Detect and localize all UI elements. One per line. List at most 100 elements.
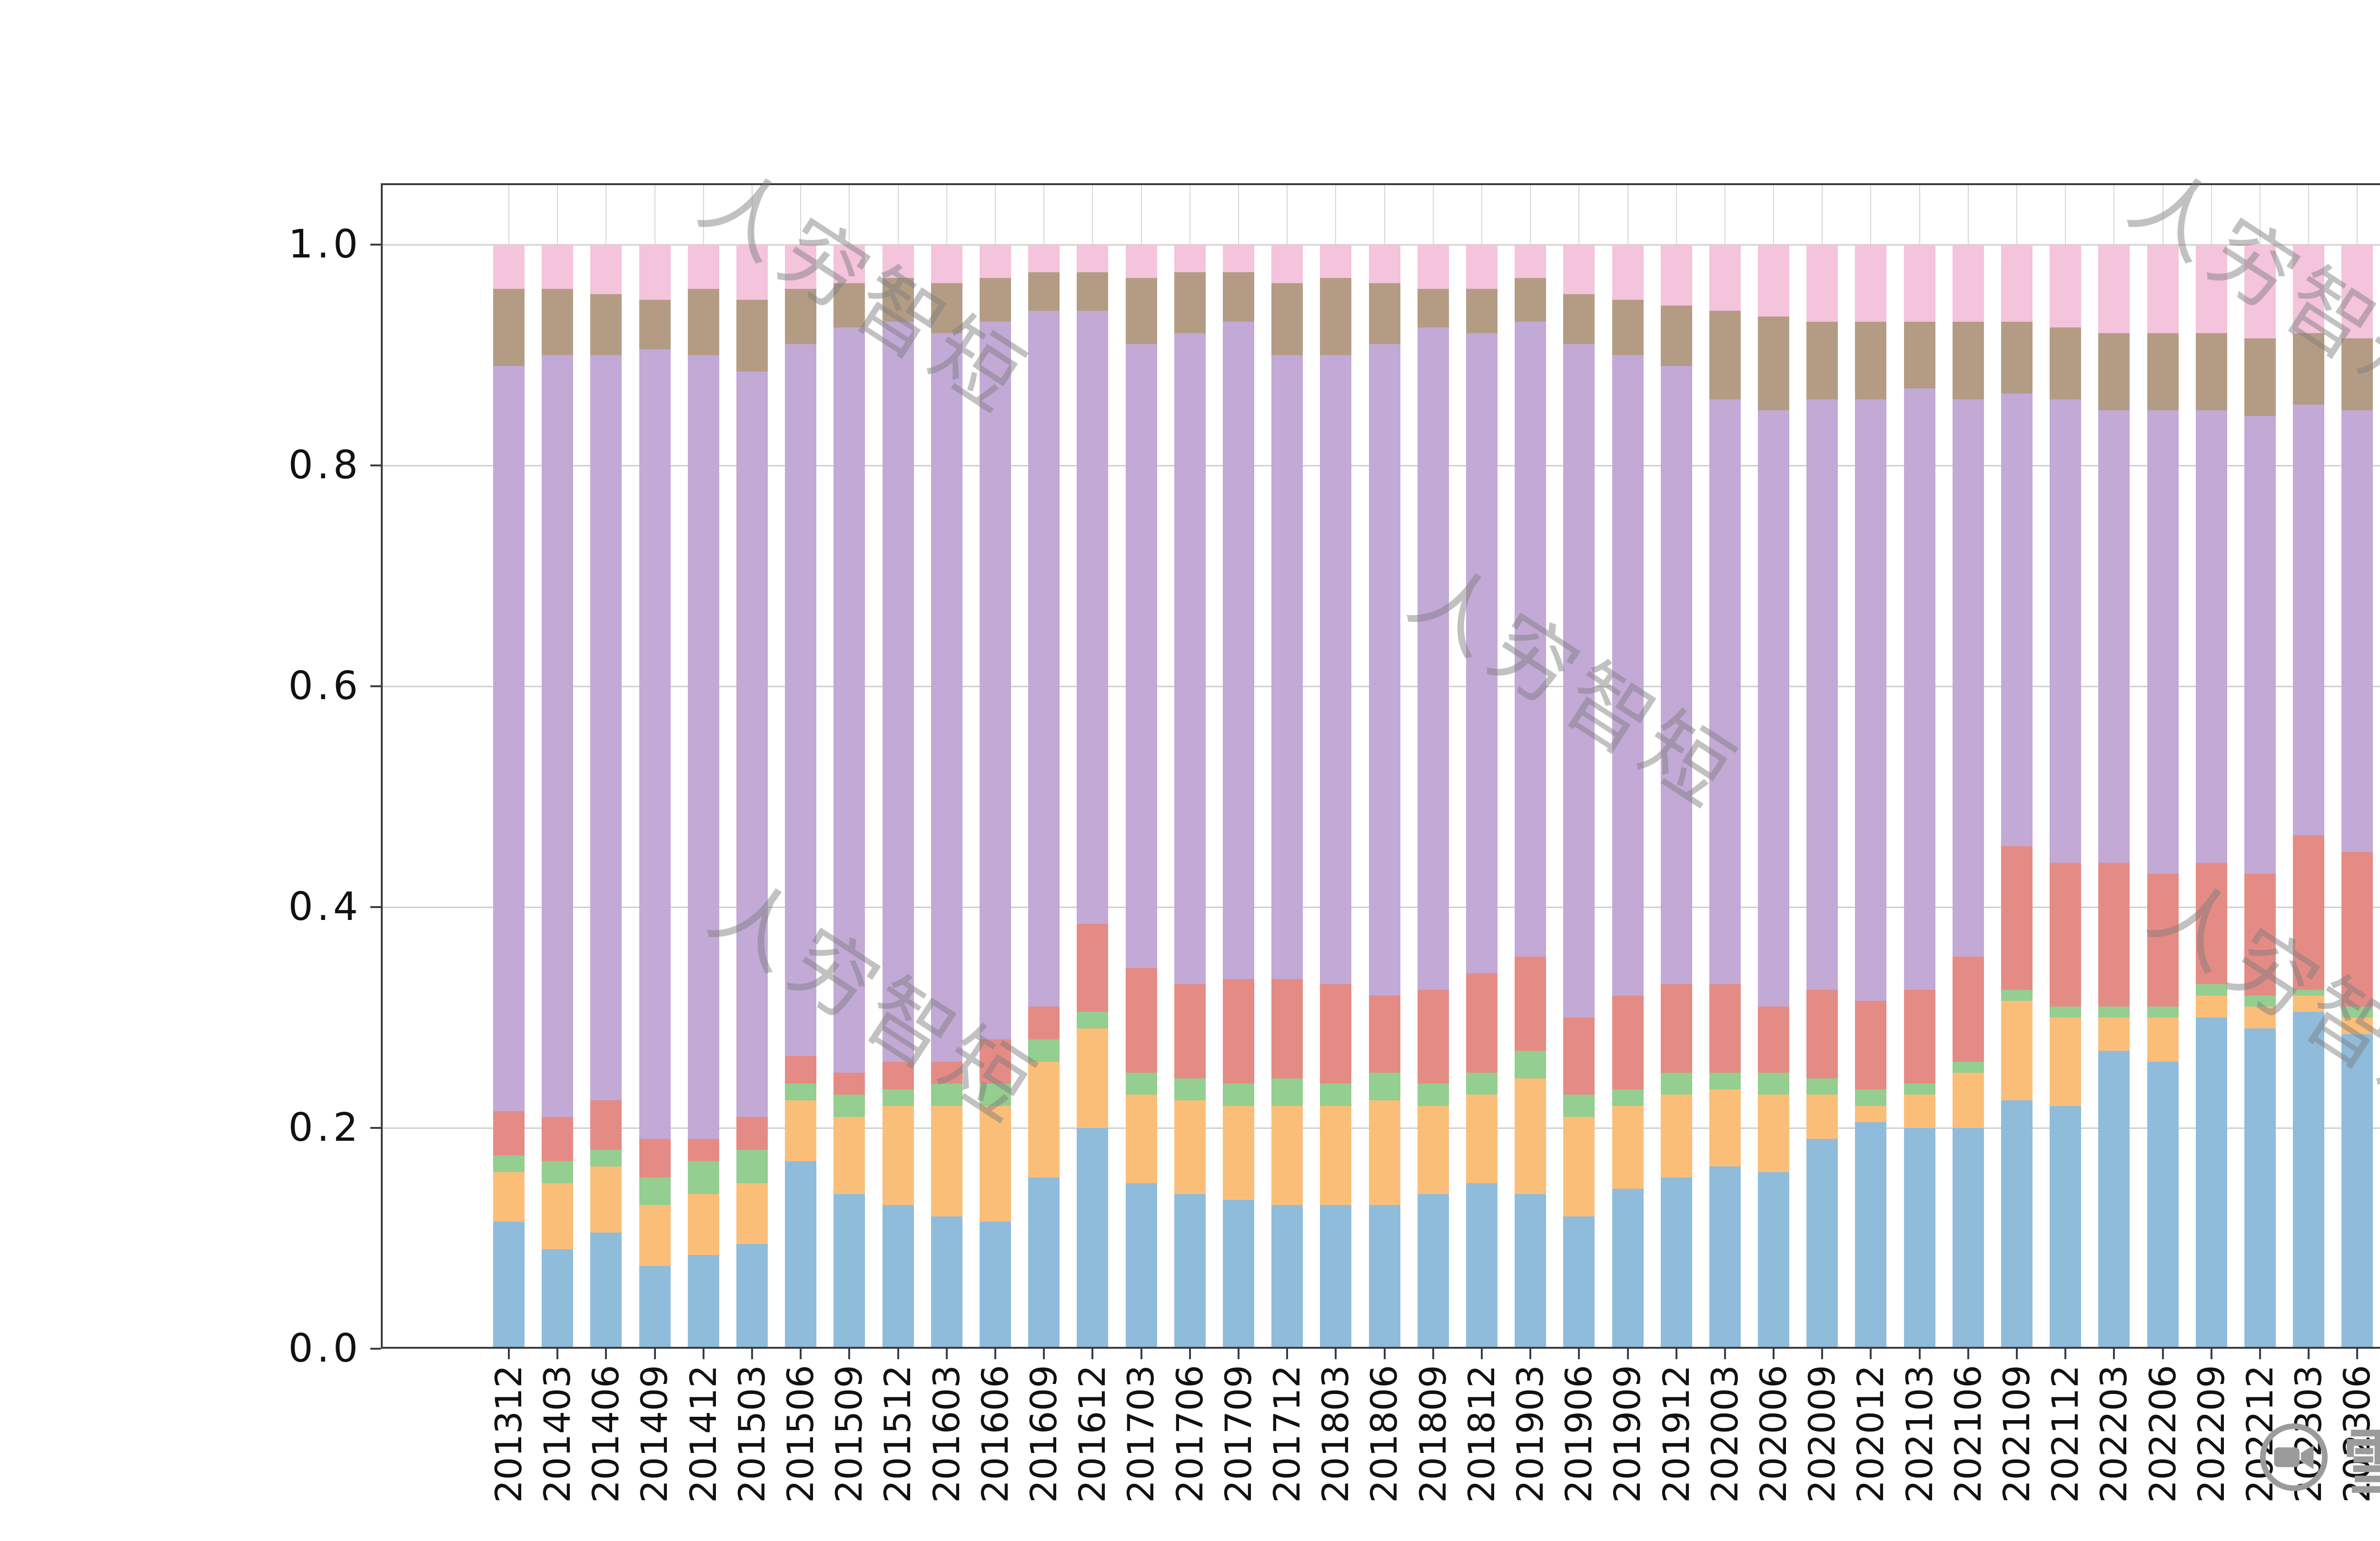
x-tick-label: 201603 (925, 1365, 968, 1503)
y-tick-mark (370, 1127, 381, 1129)
x-tick-label: 202009 (1801, 1365, 1844, 1503)
y-tick-label: 0.6 (288, 663, 362, 709)
x-tick-label: 202103 (1898, 1365, 1941, 1503)
bar-segment-orange-202103 (1904, 1095, 1935, 1128)
bar-segment-orange-201409 (639, 1205, 671, 1266)
bar-segment-blue-202203 (2098, 1050, 2130, 1349)
bar-segment-blue-201703 (1125, 1183, 1157, 1349)
x-tick-mark (1918, 1349, 1921, 1359)
bar-segment-pink-201503 (736, 245, 768, 300)
x-tick-label: 201906 (1557, 1365, 1600, 1503)
bar-segment-red-201703 (1125, 968, 1157, 1073)
bar-segment-red-201806 (1368, 995, 1400, 1073)
bar-segment-brown-201406 (590, 294, 622, 355)
bar-segment-brown-202006 (1758, 316, 1790, 410)
bar-segment-purple-202006 (1758, 410, 1790, 1007)
bar-segment-purple-201809 (1417, 327, 1449, 990)
x-tick-mark (848, 1349, 851, 1359)
bar-segment-green-201803 (1320, 1084, 1352, 1106)
bar-segment-purple-201606 (979, 322, 1011, 1040)
bar-segment-blue-201412 (687, 1255, 719, 1349)
bar-segment-brown-202306 (2341, 338, 2373, 410)
bar-segment-pink-201512 (882, 245, 914, 278)
bar-segment-purple-201403 (542, 355, 574, 1117)
bar-segment-red-201409 (639, 1139, 671, 1178)
bar-segment-purple-201312 (493, 366, 525, 1112)
bar-segment-blue-201906 (1563, 1216, 1595, 1349)
bar-segment-brown-201706 (1174, 272, 1206, 333)
bar-segment-brown-201603 (931, 283, 962, 333)
bar-segment-pink-201909 (1612, 245, 1644, 300)
bar-segment-blue-202012 (1855, 1122, 1887, 1349)
bar-segment-red-201803 (1320, 984, 1352, 1084)
bar-segment-purple-201909 (1612, 355, 1644, 996)
bar-segment-pink-201609 (1028, 245, 1060, 272)
bar-segment-orange-201503 (736, 1183, 768, 1244)
bar-segment-red-202212 (2244, 874, 2276, 996)
bar-segment-purple-202212 (2244, 415, 2276, 874)
x-tick-mark (2064, 1349, 2067, 1359)
y-tick-label: 0.8 (288, 443, 362, 488)
bar-segment-pink-202306 (2341, 245, 2373, 339)
bar-segment-pink-201409 (639, 245, 671, 300)
x-tick-label: 202112 (2044, 1365, 2087, 1503)
bar-segment-green-201812 (1466, 1073, 1497, 1095)
bar-segment-green-202106 (1952, 1061, 1984, 1073)
bar-segment-green-202212 (2244, 995, 2276, 1007)
bar-segment-orange-202209 (2195, 995, 2227, 1017)
bar-segment-blue-202003 (1709, 1166, 1741, 1349)
bar-segment-green-201906 (1563, 1095, 1595, 1117)
bar-segment-purple-201406 (590, 355, 622, 1100)
bar-segment-brown-201709 (1222, 272, 1254, 322)
bar-segment-blue-201609 (1028, 1177, 1060, 1349)
x-tick-label: 201809 (1411, 1365, 1454, 1503)
bar-segment-pink-201803 (1320, 245, 1352, 278)
x-tick-label: 201503 (730, 1365, 773, 1503)
bar-segment-red-201609 (1028, 1006, 1060, 1040)
bar-segment-orange-202106 (1952, 1073, 1984, 1128)
bar-segment-blue-202106 (1952, 1128, 1984, 1349)
bar-segment-red-202209 (2195, 863, 2227, 985)
bar-segment-blue-201512 (882, 1205, 914, 1349)
x-tick-mark (1189, 1349, 1191, 1359)
bar-segment-pink-201406 (590, 245, 622, 295)
bar-segment-pink-201403 (542, 245, 574, 289)
bar-segment-brown-201609 (1028, 272, 1060, 311)
x-tick-mark (508, 1349, 510, 1359)
bar-segment-purple-202106 (1952, 399, 1984, 957)
bar-segment-pink-201706 (1174, 245, 1206, 272)
bar-segment-blue-202009 (1806, 1139, 1838, 1349)
bar-segment-orange-201512 (882, 1106, 914, 1205)
bar-segment-orange-201603 (931, 1106, 962, 1216)
bar-segment-orange-202306 (2341, 1017, 2373, 1034)
bar-segment-brown-201412 (687, 288, 719, 355)
bar-segment-pink-202109 (2001, 245, 2033, 322)
bar-segment-orange-201812 (1466, 1095, 1497, 1183)
bar-segment-pink-201509 (833, 245, 865, 284)
bar-segment-purple-202209 (2195, 410, 2227, 863)
x-tick-mark (2016, 1349, 2018, 1359)
bar-segment-blue-201509 (833, 1194, 865, 1349)
bar-segment-orange-201412 (687, 1194, 719, 1255)
bar-segment-pink-202303 (2293, 245, 2325, 333)
bar-segment-orange-201606 (979, 1106, 1011, 1222)
bar-segment-orange-201712 (1271, 1106, 1303, 1205)
x-tick-mark (1237, 1349, 1240, 1359)
bar-segment-orange-201609 (1028, 1061, 1060, 1178)
bar-segment-blue-202109 (2001, 1100, 2033, 1349)
bar-segment-blue-202206 (2147, 1061, 2179, 1349)
x-tick-label: 202209 (2190, 1365, 2232, 1503)
x-tick-label: 201712 (1266, 1365, 1309, 1503)
bar-segment-brown-201409 (639, 300, 671, 350)
bar-segment-blue-201912 (1660, 1177, 1692, 1349)
bar-segment-purple-201612 (1077, 311, 1109, 924)
bar-segment-purple-202103 (1904, 388, 1935, 990)
y-tick-mark (370, 906, 381, 908)
bar-segment-red-201503 (736, 1116, 768, 1150)
bar-segment-pink-201312 (493, 245, 525, 289)
x-tick-label: 201412 (682, 1365, 724, 1503)
bar-segment-blue-201809 (1417, 1194, 1449, 1349)
x-tick-mark (945, 1349, 948, 1359)
bar-segment-red-201812 (1466, 973, 1497, 1073)
